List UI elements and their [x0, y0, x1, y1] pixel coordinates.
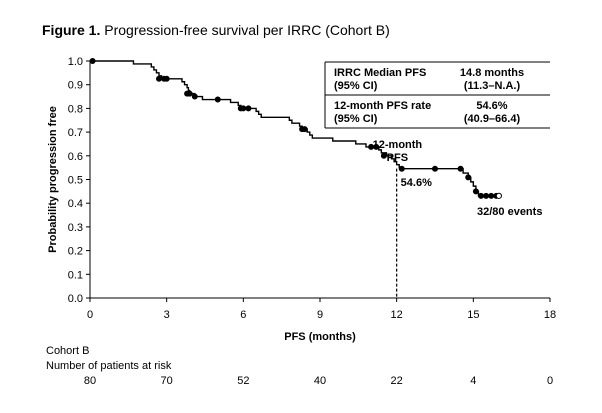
censor-mark [214, 96, 221, 103]
y-tick-label: 0.4 [68, 198, 83, 210]
summary-table: IRRC Median PFS(95% CI)14.8 months(11.3–… [324, 61, 550, 129]
y-tick-label: 0.2 [68, 246, 83, 258]
y-tick-label: 0.3 [68, 222, 83, 234]
figure-label: Figure 1. [42, 22, 101, 38]
figure-title: Figure 1. Progression-free survival per … [42, 22, 390, 38]
events-label: 32/80 events [477, 206, 542, 218]
risk-count: 0 [546, 375, 554, 387]
censor-mark [163, 75, 170, 82]
y-tick-label: 0.7 [68, 127, 83, 139]
risk-count: 40 [313, 375, 327, 387]
y-tick-label: 0.8 [68, 103, 83, 115]
censor-mark [89, 58, 96, 65]
y-tick-label: 0.6 [68, 151, 83, 163]
censor-mark [186, 90, 193, 97]
risk-count: 70 [160, 375, 173, 387]
x-axis-label: PFS (months) [284, 331, 356, 343]
risk-heading: Number of patients at risk [46, 360, 172, 372]
table-row1-ci: (11.3–N.A.) [464, 80, 521, 92]
axes: 0 3 6 9 12 15 18 0.0 0.1 0.2 0.3 0.4 0.5 0.6 0.7 0.8 0.9… [47, 56, 556, 343]
table-row2-sublabel: (95% CI) [334, 113, 378, 125]
x-tick-label: 18 [544, 309, 556, 321]
table-row1-sublabel: (95% CI) [334, 80, 378, 92]
y-tick-label: 0.0 [68, 293, 83, 305]
table-row2-label: 12-month PFS rate [334, 100, 431, 112]
reference-label-mid: PFS [387, 152, 408, 164]
risk-cohort-label: Cohort B [46, 345, 90, 357]
figure-title-text: Progression-free survival per IRRC (Coho… [104, 22, 390, 38]
censor-mark [431, 165, 438, 172]
censor-mark [245, 105, 252, 112]
censor-mark [301, 126, 308, 133]
reference-value: 54.6% [401, 177, 432, 189]
censor-mark-end [495, 192, 502, 199]
y-tick-label: 1.0 [68, 56, 83, 68]
x-tick-label: 12 [391, 309, 403, 321]
censor-mark [465, 174, 472, 181]
x-tick-label: 15 [467, 309, 479, 321]
censor-marks [89, 58, 502, 199]
table-row1-value: 14.8 months [460, 67, 524, 79]
y-tick-label: 0.1 [68, 269, 83, 281]
table-row2-ci: (40.9–66.4) [464, 113, 521, 125]
reference-label-top: 12-month [373, 139, 423, 151]
y-tick-label: 0.9 [68, 80, 83, 92]
table-row1-label: IRRC Median PFS [334, 67, 426, 79]
x-tick-label: 9 [317, 309, 323, 321]
table-row2-value: 54.6% [476, 100, 507, 112]
risk-count: 22 [390, 375, 403, 387]
censor-mark [155, 75, 162, 82]
y-tick-label: 0.5 [68, 175, 83, 187]
censor-mark [457, 165, 464, 172]
censor-mark [488, 192, 495, 199]
censor-mark [398, 165, 405, 172]
censor-mark [191, 93, 198, 100]
censor-mark [477, 192, 484, 199]
x-tick-label: 3 [164, 309, 170, 321]
censor-mark [472, 188, 479, 195]
risk-count: 4 [470, 375, 477, 387]
risk-count: 80 [83, 375, 97, 387]
censor-mark [373, 143, 380, 150]
censor-mark [240, 105, 247, 112]
censor-mark [483, 192, 490, 199]
y-axis-label: Probability progression free [47, 106, 59, 253]
censor-mark [380, 152, 387, 159]
risk-count: 52 [237, 375, 250, 387]
x-tick-label: 0 [87, 309, 93, 321]
x-tick-label: 6 [240, 309, 246, 321]
